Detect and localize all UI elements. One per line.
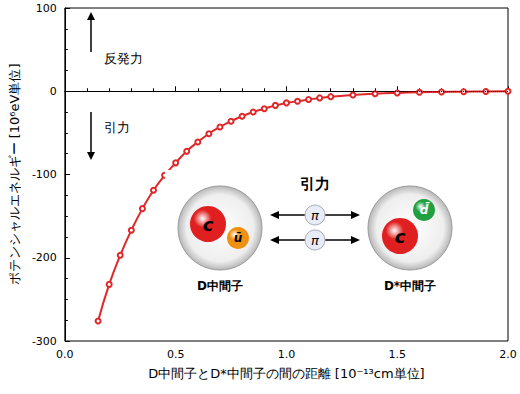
- svg-text:ポテンシャルエネルギー [10⁶eV単位]: ポテンシャルエネルギー [10⁶eV単位]: [7, 64, 22, 286]
- svg-text:-100: -100: [32, 168, 57, 181]
- svg-text:100: 100: [36, 2, 57, 15]
- svg-text:D中間子: D中間子: [197, 279, 243, 293]
- svg-text:0.0: 0.0: [56, 348, 74, 361]
- svg-text:d̄: d̄: [420, 202, 431, 217]
- svg-text:π: π: [311, 208, 319, 223]
- svg-text:ū: ū: [234, 231, 243, 245]
- svg-text:引力: 引力: [104, 120, 130, 135]
- svg-text:π: π: [311, 233, 319, 248]
- svg-text:0.5: 0.5: [167, 348, 185, 361]
- svg-text:1.5: 1.5: [388, 348, 406, 361]
- svg-text:D中間子とD*中間子の間の距離 [10⁻¹³cm単位]: D中間子とD*中間子の間の距離 [10⁻¹³cm単位]: [148, 366, 424, 381]
- svg-text:-200: -200: [32, 251, 57, 264]
- svg-text:c: c: [203, 214, 214, 235]
- svg-text:0: 0: [50, 85, 57, 98]
- svg-text:反発力: 反発力: [104, 51, 143, 66]
- svg-text:-300: -300: [32, 335, 57, 348]
- svg-text:c: c: [395, 226, 406, 247]
- svg-text:2.0: 2.0: [499, 348, 517, 361]
- svg-text:D*中間子: D*中間子: [384, 279, 436, 293]
- svg-text:1.0: 1.0: [278, 348, 296, 361]
- svg-text:引力: 引力: [300, 175, 330, 193]
